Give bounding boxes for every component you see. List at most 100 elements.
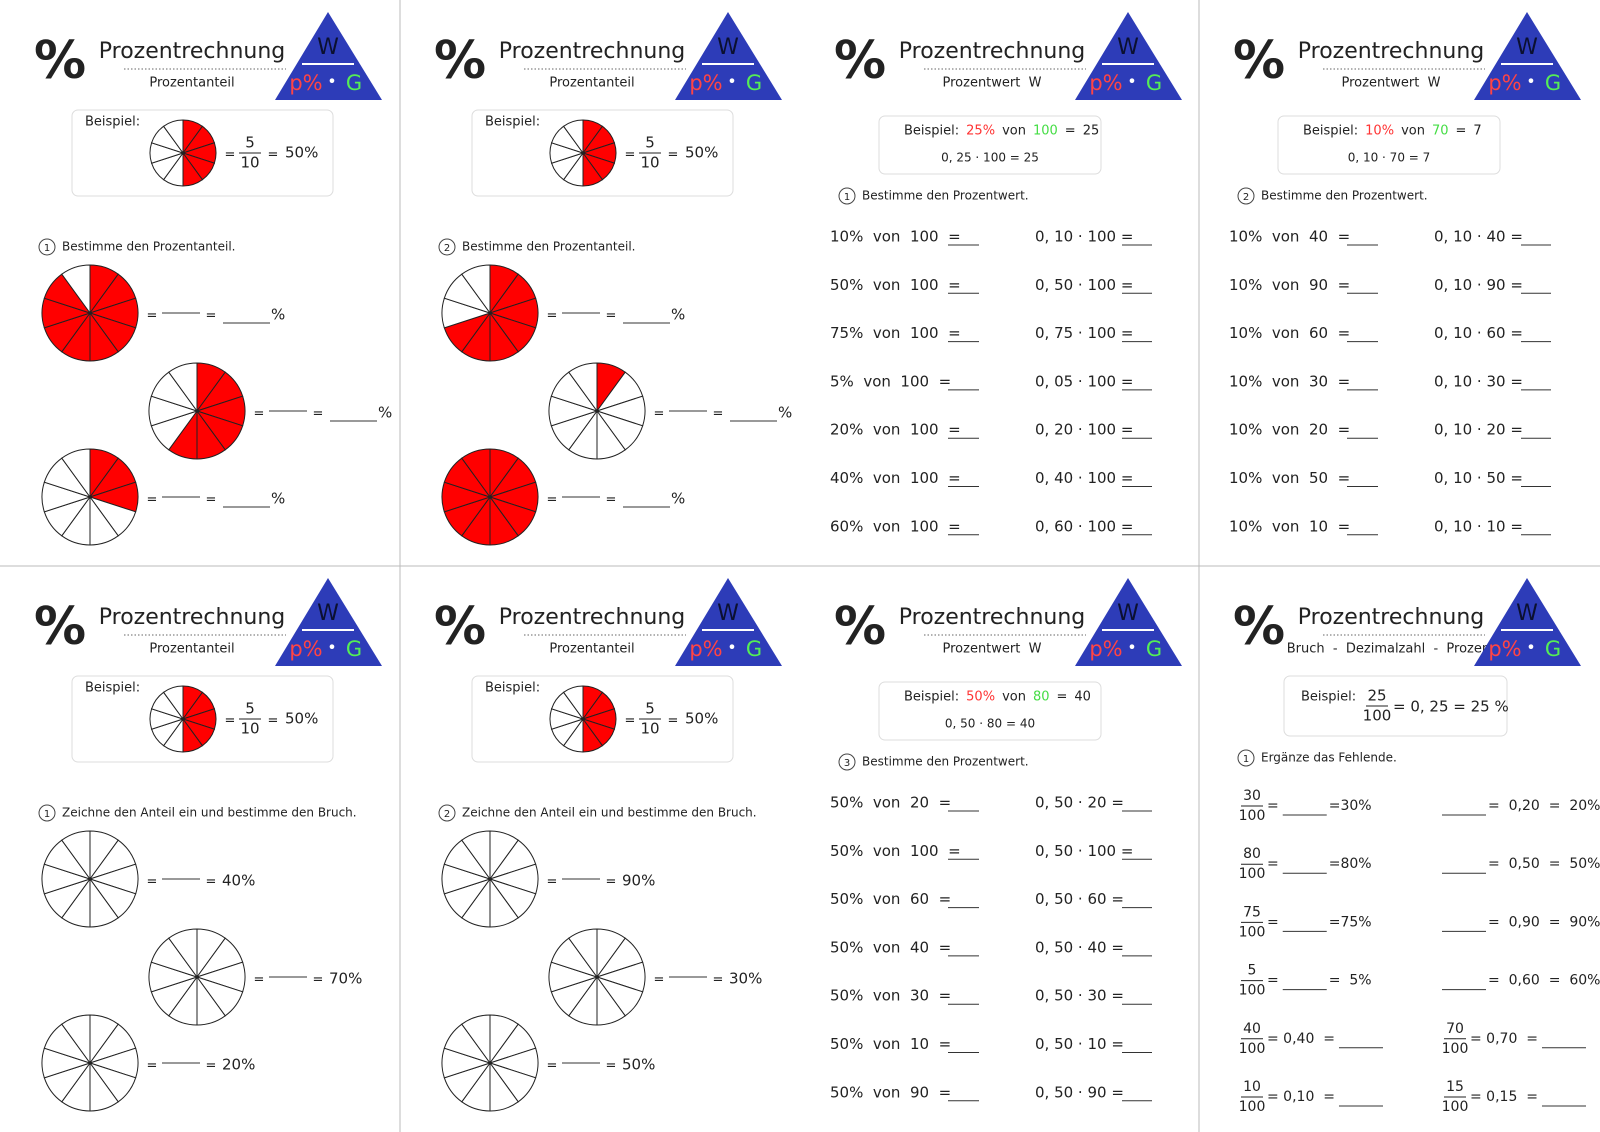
exercise-right: 0, 50 · 100 = (1035, 842, 1133, 860)
pie (41, 830, 139, 928)
example-result: 50% (285, 710, 318, 728)
fraction-numerator: 5 (1248, 963, 1257, 979)
formula-triangle (1075, 578, 1182, 666)
equals: = (606, 1059, 617, 1074)
task-number: 1 (44, 243, 50, 254)
percent-icon: % (834, 31, 886, 91)
task-number-circle (38, 804, 56, 822)
task-number: 2 (444, 243, 450, 254)
fraction-denominator: 100 (1363, 707, 1392, 725)
pie-answer: 70% (329, 970, 362, 988)
example-label: Beispiel: (1303, 124, 1358, 139)
equals: = (206, 875, 217, 890)
triangle-p: p% (289, 637, 322, 661)
example-box (878, 681, 1102, 741)
task-text: Bestimme den Prozentanteil. (462, 240, 635, 254)
exercise-right: 0, 60 · 100 = (1035, 517, 1133, 535)
exercise-left: 60% von 100 = (830, 517, 961, 535)
pie-sector (61, 264, 91, 315)
pie (149, 119, 217, 187)
triangle-dot: • (1526, 638, 1535, 657)
worksheet-card: % Prozentrechnung Prozentwert W Wp% • G Beispi… (1229, 12, 1581, 536)
equals: = (668, 148, 679, 163)
fraction-numerator: 30 (1243, 788, 1261, 804)
pie-answer: % (778, 404, 792, 422)
example-percent: 10% (1365, 124, 1394, 139)
exercise-right: 0, 50 · 30 = (1035, 987, 1124, 1005)
equals: = (713, 407, 724, 422)
example-label: Beispiel: (1301, 690, 1356, 705)
triangle-g: G (346, 71, 362, 95)
subtitle: Prozentanteil (549, 76, 634, 91)
example-label: Beispiel: (85, 681, 140, 696)
pie-sector (61, 830, 91, 881)
task-number-circle (838, 187, 856, 205)
pie (549, 119, 617, 187)
title: Prozentrechnung (899, 39, 1085, 64)
equation-text: = (1267, 856, 1279, 872)
triangle-p: p% (689, 637, 722, 661)
triangle-w: W (317, 35, 339, 60)
equals: = (654, 973, 665, 988)
equals: = (313, 407, 324, 422)
fraction-numerator: 80 (1243, 846, 1261, 862)
formula-triangle (1075, 12, 1182, 100)
fraction-denominator: 10 (240, 720, 259, 738)
equals: = (547, 309, 558, 324)
example-label: Beispiel: (904, 124, 959, 139)
exercise-right: 0, 10 · 90 = (1434, 276, 1523, 294)
pie-sector (61, 1014, 91, 1065)
exercise-right: 0, 05 · 100 = (1035, 372, 1133, 390)
triangle-dot: • (1526, 72, 1535, 91)
fraction-denominator: 100 (1239, 983, 1266, 999)
task-number: 2 (1243, 192, 1249, 203)
formula-triangle (1474, 12, 1581, 100)
task-text: Zeichne den Anteil ein und bestimme den … (462, 806, 757, 820)
equation-result: = 5% (1329, 973, 1372, 989)
equals: = (313, 973, 324, 988)
task-text: Bestimme den Prozentwert. (862, 189, 1029, 203)
equals: = (547, 493, 558, 508)
formula-triangle (275, 578, 382, 666)
title: Prozentrechnung (899, 605, 1085, 630)
pie (41, 1014, 139, 1112)
subtitle: Prozentwert W (1342, 76, 1441, 91)
task-number-circle (438, 238, 456, 256)
exercise-right: 0, 20 · 100 = (1035, 421, 1133, 439)
task-number-circle (438, 804, 456, 822)
subtitle: Bruch - Dezimalzahl - Prozent (1287, 642, 1495, 657)
pie (41, 264, 139, 362)
exercise-left: 10% von 20 = (1229, 421, 1350, 439)
example-box (878, 115, 1102, 175)
exercise-left: 50% von 10 = (830, 1035, 951, 1053)
triangle-p: p% (1488, 71, 1521, 95)
fraction-numerator: 25 (1367, 687, 1386, 705)
fraction-denominator: 100 (1239, 808, 1266, 824)
equals: = (225, 714, 236, 729)
exercise-left: 10% von 90 = (1229, 276, 1350, 294)
equals: = (606, 309, 617, 324)
equals: = (147, 1059, 158, 1074)
example-rest: = 0, 25 = 25 % (1393, 698, 1509, 716)
fraction-denominator: 100 (1239, 924, 1266, 940)
equation-result: =80% (1329, 856, 1372, 872)
worksheet-card: % Prozentrechnung Prozentanteil Wp% • G Beispi… (34, 12, 392, 546)
pie (148, 928, 246, 1026)
pie (548, 928, 646, 1026)
worksheet-card: % Prozentrechnung Prozentanteil Wp% • G Beispi… (434, 12, 792, 546)
equals: = (268, 714, 279, 729)
worksheet-card: % Prozentrechnung Prozentanteil Wp% • G Beispi… (34, 578, 382, 1112)
task-text: Bestimme den Prozentwert. (862, 755, 1029, 769)
pie-sector (461, 830, 491, 881)
pie-sector (168, 362, 198, 413)
pie-sector (162, 685, 184, 721)
triangle-dot: • (327, 638, 336, 657)
pie (149, 685, 217, 753)
fraction-denominator: 100 (1239, 1099, 1266, 1115)
exercise-left: 20% von 100 = (830, 421, 961, 439)
example-of: von (1002, 690, 1026, 705)
equation-result: = 0,20 = 20% (1488, 798, 1600, 814)
fraction-numerator: 75 (1243, 904, 1261, 920)
title: Prozentrechnung (99, 39, 285, 64)
equation-text: = (1267, 914, 1279, 930)
